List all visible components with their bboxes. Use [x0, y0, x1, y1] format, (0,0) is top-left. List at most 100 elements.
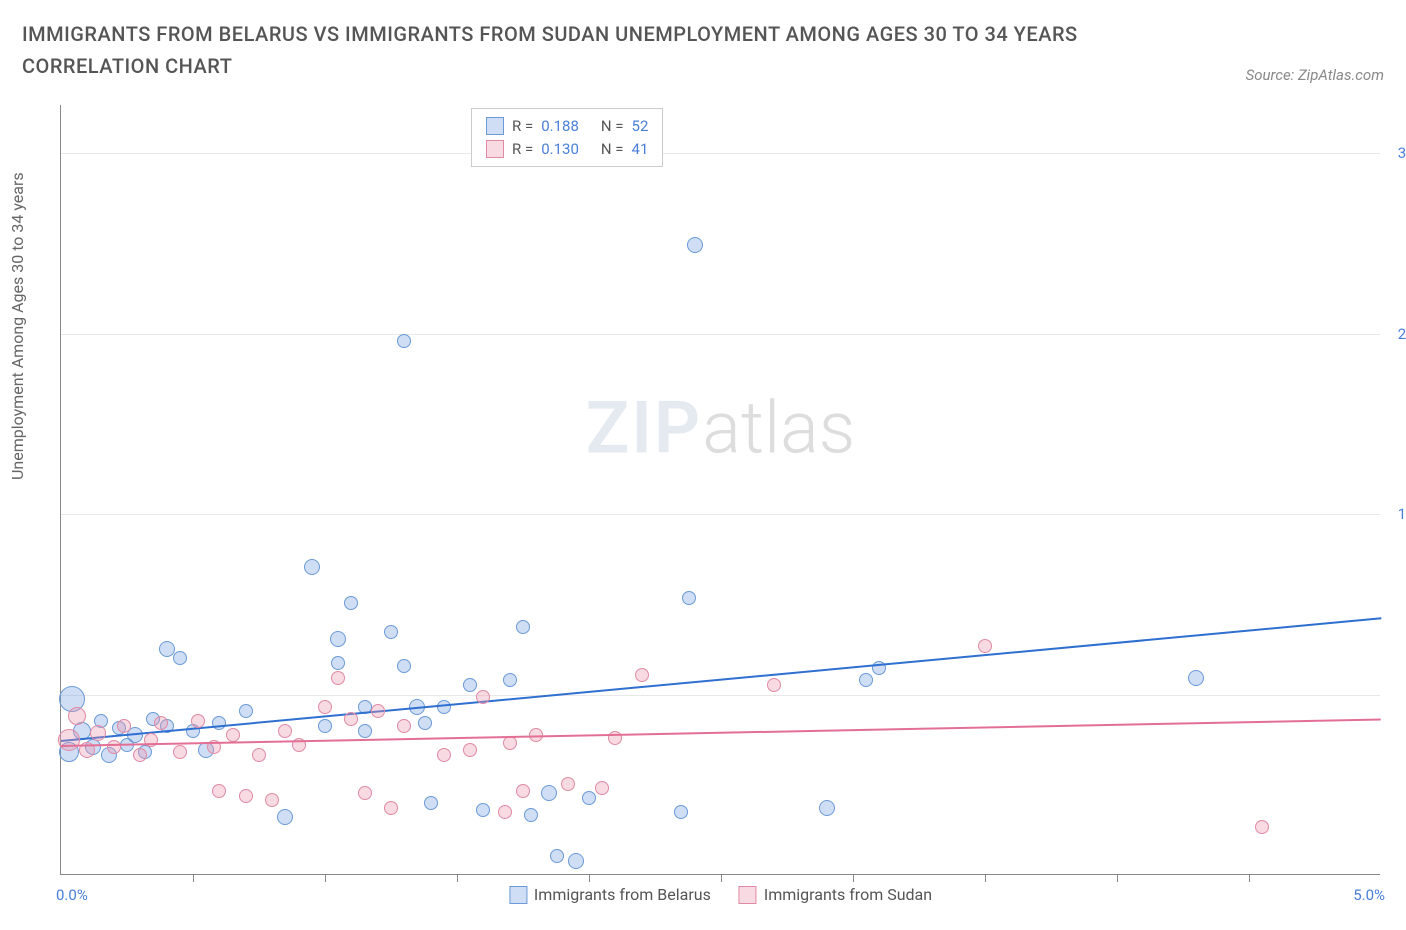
stats-n-value-sudan: 41 — [632, 138, 649, 161]
legend-swatch-belarus — [509, 886, 527, 904]
x-tick — [985, 874, 986, 882]
data-point-sudan — [498, 805, 512, 819]
x-tick — [1117, 874, 1118, 882]
gridline — [61, 334, 1380, 335]
x-tick — [721, 874, 722, 882]
data-point-sudan — [516, 784, 530, 798]
watermark-atlas: atlas — [702, 385, 855, 470]
stats-r-label: R = — [512, 138, 533, 161]
x-axis-end-label: 5.0% — [1353, 886, 1385, 904]
data-point-sudan — [331, 671, 345, 685]
data-point-sudan — [226, 728, 240, 742]
stats-r-label: R = — [512, 115, 533, 138]
y-tick-label: 15.0% — [1398, 505, 1406, 523]
data-point-belarus — [463, 678, 477, 692]
legend-swatch-sudan — [739, 886, 757, 904]
stats-box: R = 0.188 N = 52 R = 0.130 N = 41 — [471, 108, 663, 167]
data-point-belarus — [550, 849, 564, 863]
data-point-sudan — [1255, 820, 1269, 834]
stats-row-sudan: R = 0.130 N = 41 — [486, 138, 648, 161]
stats-r-value-belarus: 0.188 — [541, 115, 579, 138]
bottom-legend: Immigrants from Belarus Immigrants from S… — [509, 885, 932, 904]
chart-container: ZIPatlas R =0.188N =52R =0.130N =41 0.0%… — [60, 105, 1380, 875]
x-tick — [1249, 874, 1250, 882]
stats-n-value-belarus: 52 — [632, 115, 649, 138]
data-point-belarus — [159, 641, 175, 657]
data-point-belarus — [304, 559, 320, 575]
data-point-belarus — [173, 651, 187, 665]
data-point-belarus — [330, 631, 346, 647]
header-row: IMMIGRANTS FROM BELARUS VS IMMIGRANTS FR… — [0, 0, 1406, 84]
data-point-belarus — [674, 805, 688, 819]
stats-swatch-belarus — [486, 117, 504, 135]
stats-swatch-sudan — [486, 140, 504, 158]
legend-label-belarus: Immigrants from Belarus — [534, 885, 711, 904]
y-axis-label: Unemployment Among Ages 30 to 34 years — [8, 172, 27, 480]
data-point-belarus — [687, 237, 703, 253]
data-point-belarus — [682, 591, 696, 605]
data-point-belarus — [397, 659, 411, 673]
stats-r-value-sudan: 0.130 — [541, 138, 579, 161]
legend-item-sudan: Immigrants from Sudan — [739, 885, 932, 904]
gridline — [61, 695, 1380, 696]
data-point-sudan — [978, 639, 992, 653]
gridline — [61, 514, 1380, 515]
data-point-sudan — [476, 690, 490, 704]
plot-area: ZIPatlas R =0.188N =52R =0.130N =41 0.0%… — [60, 105, 1380, 875]
x-tick — [457, 874, 458, 882]
data-point-belarus — [476, 803, 490, 817]
data-point-sudan — [265, 793, 279, 807]
data-point-belarus — [1188, 670, 1204, 686]
data-point-belarus — [516, 620, 530, 634]
legend-label-sudan: Immigrants from Sudan — [764, 885, 932, 904]
data-point-belarus — [239, 704, 253, 718]
watermark-zip: ZIP — [586, 385, 702, 470]
gridline — [61, 153, 1380, 154]
data-point-sudan — [90, 725, 106, 741]
data-point-sudan — [68, 707, 86, 725]
stats-n-label: N = — [601, 138, 624, 161]
y-tick-label: 30.0% — [1398, 144, 1406, 162]
data-point-sudan — [358, 786, 372, 800]
data-point-sudan — [58, 729, 80, 751]
data-point-sudan — [133, 748, 147, 762]
data-point-sudan — [397, 719, 411, 733]
data-point-belarus — [568, 853, 584, 869]
stats-n-label: N = — [601, 115, 624, 138]
data-point-belarus — [344, 596, 358, 610]
data-point-sudan — [212, 784, 226, 798]
data-point-sudan — [278, 724, 292, 738]
watermark: ZIPatlas — [586, 385, 856, 470]
legend-item-belarus: Immigrants from Belarus — [509, 885, 711, 904]
data-point-belarus — [397, 334, 411, 348]
data-point-sudan — [318, 700, 332, 714]
data-point-sudan — [173, 745, 187, 759]
data-point-belarus — [541, 785, 557, 801]
data-point-sudan — [561, 777, 575, 791]
data-point-belarus — [503, 673, 517, 687]
data-point-belarus — [358, 724, 372, 738]
data-point-sudan — [635, 668, 649, 682]
data-point-sudan — [252, 748, 266, 762]
chart-title: IMMIGRANTS FROM BELARUS VS IMMIGRANTS FR… — [22, 18, 1122, 82]
data-point-belarus — [424, 796, 438, 810]
x-tick — [589, 874, 590, 882]
data-point-sudan — [117, 719, 131, 733]
data-point-sudan — [107, 740, 121, 754]
data-point-sudan — [154, 716, 168, 730]
data-point-sudan — [384, 801, 398, 815]
stats-row-belarus: R = 0.188 N = 52 — [486, 115, 648, 138]
data-point-belarus — [859, 673, 873, 687]
data-point-sudan — [371, 704, 385, 718]
data-point-belarus — [524, 808, 538, 822]
data-point-sudan — [463, 743, 477, 757]
source-label: Source: ZipAtlas.com — [1246, 66, 1384, 84]
y-tick-label: 22.5% — [1398, 325, 1406, 343]
data-point-sudan — [191, 714, 205, 728]
x-axis-start-label: 0.0% — [56, 886, 88, 904]
data-point-sudan — [239, 789, 253, 803]
data-point-belarus — [819, 800, 835, 816]
data-point-belarus — [582, 791, 596, 805]
data-point-belarus — [331, 656, 345, 670]
data-point-sudan — [437, 748, 451, 762]
